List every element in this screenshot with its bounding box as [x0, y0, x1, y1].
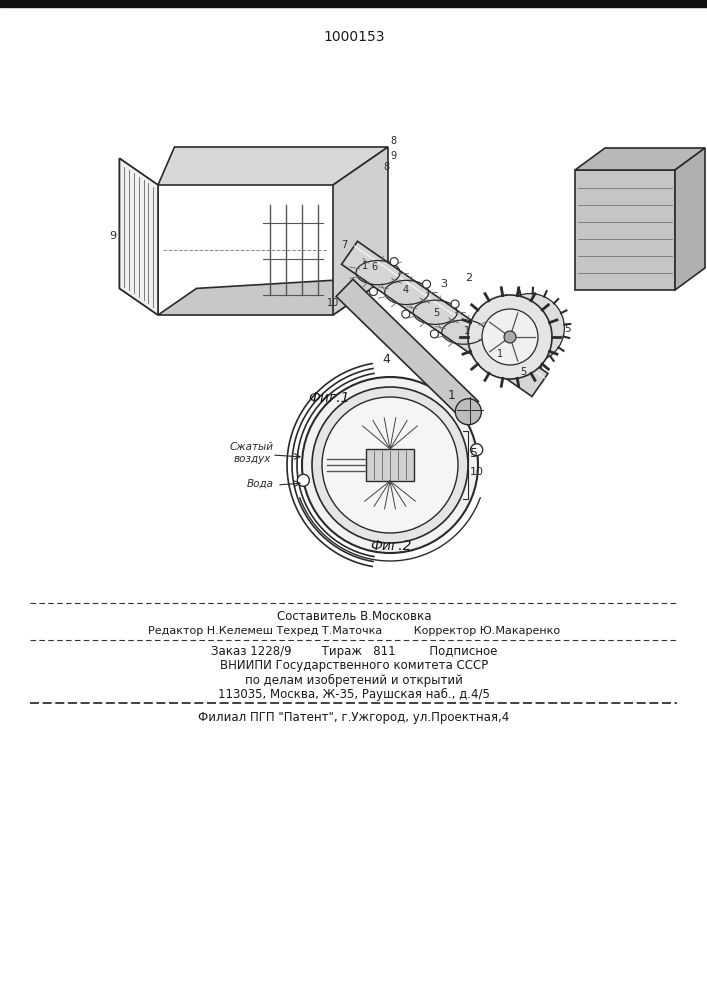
Text: Заказ 1228/9        Тираж   811         Подписное: Заказ 1228/9 Тираж 811 Подписное	[211, 646, 497, 658]
Text: 5: 5	[520, 367, 526, 377]
Polygon shape	[341, 241, 548, 397]
Text: 1: 1	[448, 389, 455, 402]
Text: Составитель В.Московка: Составитель В.Московка	[276, 610, 431, 624]
Circle shape	[504, 331, 516, 343]
Text: 1: 1	[464, 326, 470, 336]
Text: 10: 10	[327, 298, 339, 308]
Bar	[366, 449, 414, 481]
Circle shape	[482, 309, 538, 365]
Circle shape	[455, 399, 481, 425]
Text: 113035, Москва, Ж-35, Раушская наб., д.4/5: 113035, Москва, Ж-35, Раушская наб., д.4…	[218, 687, 490, 701]
Polygon shape	[575, 148, 705, 170]
Text: 8: 8	[390, 136, 396, 146]
Bar	[0, 0, 707, 7]
Text: 7: 7	[341, 240, 347, 250]
Text: воздух: воздух	[234, 454, 271, 464]
Text: 3: 3	[440, 279, 447, 289]
Polygon shape	[333, 147, 388, 315]
Polygon shape	[158, 147, 388, 185]
Text: 9: 9	[390, 151, 396, 161]
Circle shape	[471, 444, 483, 456]
Text: 4: 4	[402, 285, 409, 295]
Circle shape	[431, 330, 438, 338]
Text: 8: 8	[383, 162, 389, 172]
Text: 5: 5	[433, 308, 439, 318]
Polygon shape	[336, 279, 479, 419]
Text: 2: 2	[464, 273, 472, 283]
Polygon shape	[119, 158, 158, 315]
Circle shape	[302, 377, 478, 553]
Text: 6: 6	[372, 262, 378, 272]
Circle shape	[322, 397, 458, 533]
Polygon shape	[158, 277, 388, 315]
Circle shape	[298, 474, 310, 486]
Circle shape	[390, 258, 398, 266]
Circle shape	[468, 295, 552, 379]
Circle shape	[423, 280, 431, 288]
Polygon shape	[675, 148, 705, 290]
Text: Редактор Н.Келемеш Техред Т.Маточка         Корректор Ю.Макаренко: Редактор Н.Келемеш Техред Т.Маточка Корр…	[148, 626, 560, 636]
Text: ВНИИПИ Государственного комитета СССР: ВНИИПИ Государственного комитета СССР	[220, 660, 488, 672]
Polygon shape	[575, 170, 675, 290]
Text: 9: 9	[110, 231, 117, 241]
Circle shape	[370, 288, 378, 296]
Text: 1: 1	[498, 349, 503, 359]
Text: Сжатый: Сжатый	[230, 442, 274, 452]
Text: 5: 5	[564, 324, 571, 334]
Polygon shape	[119, 158, 158, 315]
Circle shape	[402, 310, 410, 318]
Circle shape	[312, 387, 468, 543]
Text: Фиг.1: Фиг.1	[308, 391, 349, 405]
Text: Фиг.2: Фиг.2	[370, 539, 411, 553]
Text: 5: 5	[470, 447, 478, 460]
Text: 10: 10	[470, 467, 484, 477]
Text: по делам изобретений и открытий: по делам изобретений и открытий	[245, 673, 463, 687]
Circle shape	[496, 294, 564, 362]
Text: Вода: Вода	[247, 479, 274, 489]
Text: 4: 4	[382, 353, 390, 366]
Text: 1: 1	[362, 261, 368, 271]
Text: Филиал ПГП "Патент", г.Ужгород, ул.Проектная,4: Филиал ПГП "Патент", г.Ужгород, ул.Проек…	[199, 710, 510, 724]
Circle shape	[451, 300, 459, 308]
Text: 1000153: 1000153	[323, 30, 385, 44]
